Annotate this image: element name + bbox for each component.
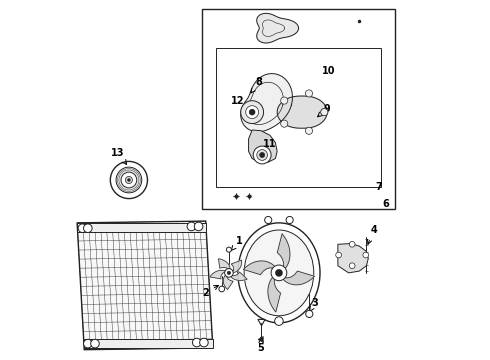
Text: 7: 7	[375, 182, 382, 192]
Text: 10: 10	[322, 66, 336, 76]
Circle shape	[219, 286, 224, 292]
Circle shape	[281, 97, 288, 104]
Polygon shape	[257, 13, 298, 43]
Text: 2: 2	[202, 285, 219, 297]
Text: 12: 12	[231, 96, 250, 109]
Circle shape	[110, 161, 147, 199]
Polygon shape	[282, 271, 315, 285]
Bar	[217, 48, 381, 187]
Circle shape	[260, 153, 265, 157]
Circle shape	[193, 338, 201, 347]
Circle shape	[321, 109, 328, 116]
Polygon shape	[219, 259, 230, 270]
Polygon shape	[230, 272, 247, 280]
Polygon shape	[338, 244, 368, 273]
Polygon shape	[277, 234, 290, 269]
Circle shape	[199, 338, 208, 347]
Circle shape	[275, 317, 283, 325]
Text: 6: 6	[383, 199, 390, 209]
Circle shape	[275, 269, 283, 276]
Circle shape	[257, 150, 268, 160]
Circle shape	[321, 109, 328, 116]
Circle shape	[241, 101, 264, 123]
Text: 4: 4	[368, 225, 377, 244]
Text: 9: 9	[318, 104, 331, 117]
Circle shape	[227, 271, 231, 275]
Circle shape	[281, 120, 288, 127]
Circle shape	[224, 269, 233, 277]
Circle shape	[349, 242, 355, 247]
Circle shape	[305, 90, 313, 97]
Polygon shape	[77, 221, 213, 350]
Ellipse shape	[244, 230, 314, 316]
Polygon shape	[210, 270, 226, 279]
Circle shape	[83, 339, 92, 348]
Text: 1: 1	[231, 236, 243, 251]
Bar	[202, 9, 395, 208]
Polygon shape	[268, 276, 281, 312]
Circle shape	[305, 127, 313, 134]
Circle shape	[265, 216, 272, 224]
Text: 13: 13	[111, 148, 126, 165]
Bar	[84, 339, 213, 348]
Polygon shape	[244, 261, 275, 275]
Text: 8: 8	[251, 77, 263, 93]
Polygon shape	[248, 130, 277, 162]
Polygon shape	[231, 260, 242, 273]
Text: 3: 3	[310, 298, 318, 311]
Circle shape	[271, 265, 287, 281]
Circle shape	[363, 252, 368, 258]
Circle shape	[78, 224, 87, 233]
Circle shape	[306, 310, 313, 318]
Circle shape	[286, 216, 293, 224]
Circle shape	[125, 176, 132, 184]
Circle shape	[226, 247, 231, 252]
Circle shape	[187, 222, 196, 231]
Circle shape	[83, 224, 92, 233]
Circle shape	[116, 167, 142, 193]
Circle shape	[245, 106, 259, 118]
Polygon shape	[277, 96, 327, 128]
Circle shape	[253, 146, 271, 164]
Circle shape	[91, 339, 99, 348]
Text: 11: 11	[263, 139, 277, 153]
Circle shape	[249, 109, 255, 115]
Polygon shape	[223, 275, 233, 289]
Bar	[77, 223, 206, 232]
Circle shape	[349, 263, 355, 269]
Circle shape	[336, 252, 342, 258]
Text: 5: 5	[258, 337, 265, 353]
Circle shape	[194, 222, 203, 231]
Circle shape	[127, 179, 130, 181]
Circle shape	[121, 172, 137, 188]
Polygon shape	[241, 73, 293, 132]
